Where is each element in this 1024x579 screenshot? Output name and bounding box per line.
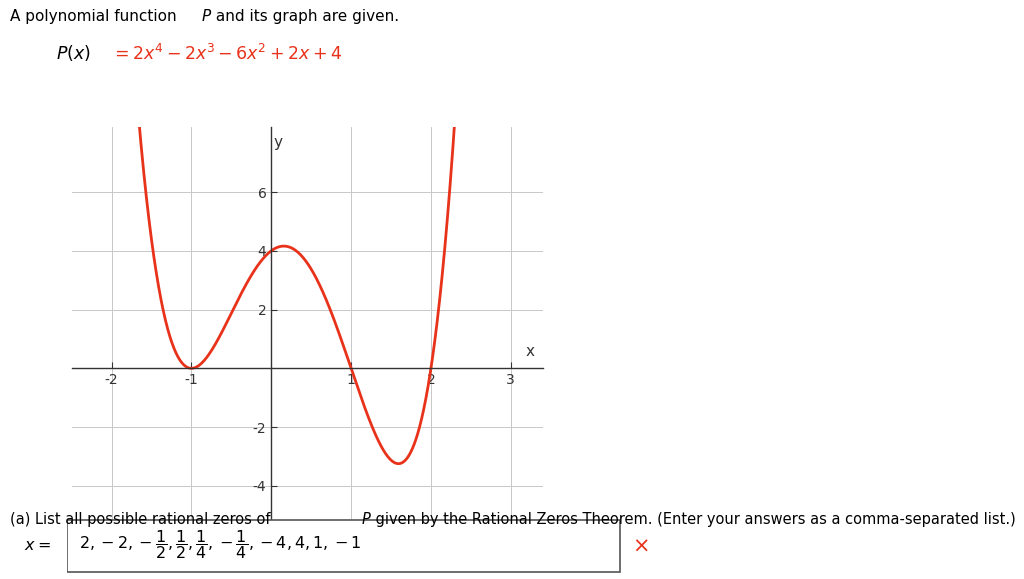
Text: $2, -2, -\dfrac{1}{2}, \dfrac{1}{2}, \dfrac{1}{4}, -\dfrac{1}{4}, -4, 4, 1, -1$: $2, -2, -\dfrac{1}{2}, \dfrac{1}{2}, \df… bbox=[79, 528, 361, 561]
Text: P: P bbox=[361, 512, 371, 527]
Text: $\mathit{P}(x)$: $\mathit{P}(x)$ bbox=[56, 43, 91, 64]
Text: P: P bbox=[202, 9, 211, 24]
Text: y: y bbox=[273, 134, 283, 149]
Text: $\times$: $\times$ bbox=[632, 536, 648, 556]
FancyBboxPatch shape bbox=[67, 520, 620, 571]
Text: and its graph are given.: and its graph are given. bbox=[211, 9, 399, 24]
Text: x: x bbox=[525, 345, 535, 360]
Text: $= 2x^4 - 2x^3 - 6x^2 + 2x + 4$: $= 2x^4 - 2x^3 - 6x^2 + 2x + 4$ bbox=[111, 43, 342, 64]
Text: A polynomial function: A polynomial function bbox=[10, 9, 181, 24]
Text: (a) List all possible rational zeros of: (a) List all possible rational zeros of bbox=[10, 512, 275, 527]
Text: $x = $: $x = $ bbox=[24, 538, 50, 553]
Text: given by the Rational Zeros Theorem. (Enter your answers as a comma-separated li: given by the Rational Zeros Theorem. (En… bbox=[371, 512, 1016, 527]
